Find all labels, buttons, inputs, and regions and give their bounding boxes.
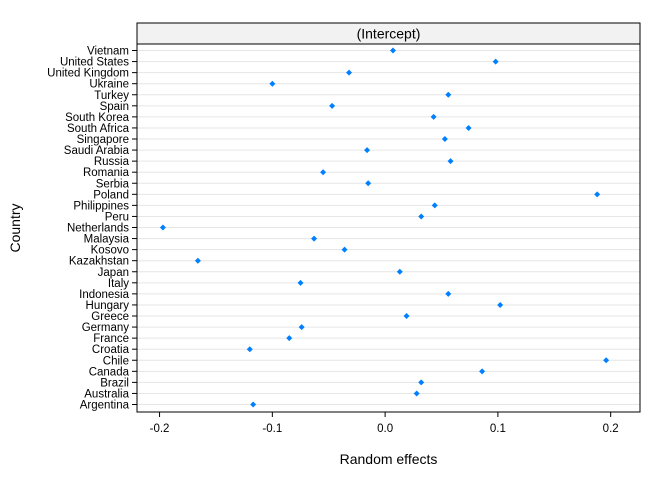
data-point (320, 169, 327, 176)
y-tick-label: Hungary (86, 300, 130, 312)
data-point (441, 136, 448, 142)
y-tick-label: Saudi Arabia (64, 145, 130, 157)
x-tick-label: -0.2 (150, 423, 170, 435)
x-tick-label: 0.1 (490, 423, 506, 435)
data-point (418, 213, 425, 220)
data-point (298, 324, 305, 331)
y-tick-label: Germany (82, 322, 130, 334)
y-tick-label: United Kingdom (47, 68, 129, 80)
y-tick-label: France (93, 333, 129, 345)
data-point (346, 69, 353, 76)
data-point (497, 301, 504, 308)
y-tick-label: Romania (83, 167, 130, 179)
y-tick-label: Serbia (96, 178, 130, 190)
data-point (246, 346, 253, 353)
data-point (418, 379, 425, 386)
y-tick-label: Greece (91, 311, 129, 323)
data-point (269, 80, 276, 87)
data-point (297, 279, 304, 286)
data-point (194, 257, 201, 264)
data-point (365, 180, 372, 187)
data-point (430, 113, 437, 120)
strip-label: (Intercept) (357, 26, 421, 42)
y-axis-title: Country (7, 203, 23, 252)
data-point (329, 102, 336, 109)
data-point (445, 91, 452, 98)
y-tick-label: Brazil (100, 377, 129, 389)
y-tick-label: Singapore (77, 134, 129, 146)
data-point (594, 191, 601, 198)
y-tick-label: Ukraine (89, 79, 129, 91)
y-tick-label: Canada (89, 366, 130, 378)
y-tick-label: Croatia (92, 344, 130, 356)
data-point (250, 401, 257, 408)
data-point (159, 224, 166, 231)
data-point (445, 290, 452, 297)
data-point (603, 357, 610, 364)
x-tick-label: -0.1 (262, 423, 282, 435)
y-tick-label: Japan (98, 267, 129, 279)
gridlines (137, 50, 640, 405)
data-point (403, 313, 410, 319)
x-tick-label: 0.0 (377, 423, 393, 435)
data-point (311, 235, 318, 242)
y-tick-label: Philippines (73, 200, 129, 212)
data-point (341, 246, 348, 253)
y-tick-label: Kosovo (91, 245, 129, 257)
x-tick-label: 0.2 (603, 423, 619, 435)
data-point (286, 335, 293, 342)
data-point (396, 268, 403, 275)
y-tick-label: Chile (103, 355, 129, 367)
data-point (479, 368, 486, 375)
y-tick-label: United States (60, 57, 129, 69)
y-tick-label: Australia (84, 388, 129, 400)
data-point (465, 124, 472, 131)
x-axis-title: Random effects (340, 451, 438, 467)
y-tick-label: South Africa (67, 123, 130, 135)
y-tick-label: Spain (100, 101, 129, 113)
y-tick-label: Peru (105, 211, 129, 223)
data-point (413, 390, 420, 397)
y-tick-label: Kazakhstan (69, 256, 129, 268)
y-tick-label: Turkey (94, 90, 129, 102)
y-tick-label: Argentina (80, 400, 130, 412)
y-tick-label: Russia (94, 156, 130, 168)
y-tick-label: Netherlands (67, 223, 129, 235)
y-tick-label: Italy (108, 278, 129, 290)
y-tick-label: Poland (93, 189, 129, 201)
y-tick-label: South Korea (65, 112, 130, 124)
data-point (447, 158, 454, 165)
y-tick-label: Vietnam (87, 46, 129, 58)
y-tick-label: Indonesia (79, 289, 129, 301)
x-axis: -0.2 -0.1 0.0 0.1 0.2 (150, 412, 619, 435)
data-point (431, 202, 438, 209)
data-point (492, 58, 499, 65)
y-tick-label: Malaysia (84, 234, 130, 246)
data-points (159, 47, 610, 408)
data-point (390, 47, 397, 54)
data-point (364, 147, 371, 154)
